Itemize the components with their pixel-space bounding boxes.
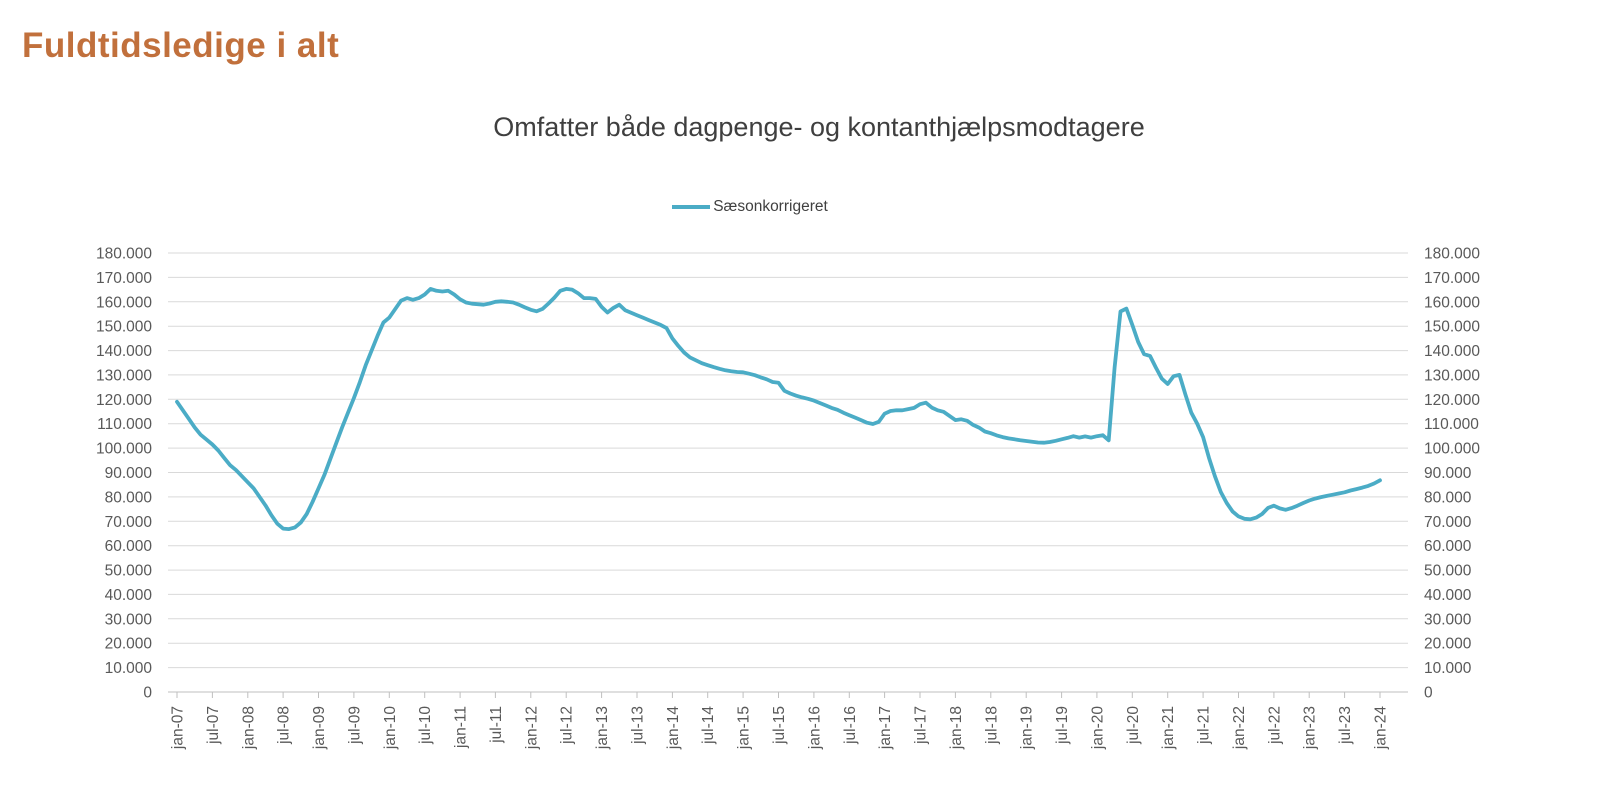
y-axis-label-left: 180.000 [96,246,152,263]
x-axis-label: jan-16 [806,706,823,750]
y-axis-label-right: 30.000 [1424,611,1472,628]
x-axis-label: jul-13 [630,706,647,745]
y-axis-label-right: 100.000 [1424,441,1480,458]
y-axis-label-left: 80.000 [105,489,153,506]
y-axis-label-right: 160.000 [1424,294,1480,311]
y-axis-label-right: 180.000 [1424,246,1480,263]
y-axis-label-left: 160.000 [96,294,152,311]
x-axis-label: jul-07 [205,706,222,745]
y-axis-label-left: 10.000 [105,660,153,677]
y-axis-label-right: 150.000 [1424,319,1480,336]
y-axis-label-left: 140.000 [96,343,152,360]
x-axis-label: jan-23 [1302,706,1319,750]
page-title: Fuldtidsledige i alt [22,26,340,65]
chart-subtitle: Omfatter både dagpenge- og kontanthjælps… [493,112,1145,142]
y-axis-label-right: 90.000 [1424,465,1472,482]
x-axis-label: jul-17 [913,706,930,745]
x-axis-label: jul-22 [1266,706,1283,745]
y-axis-label-left: 170.000 [96,270,152,287]
y-axis-label-right: 130.000 [1424,367,1480,384]
x-axis-label: jul-08 [276,706,293,745]
y-axis-label-left: 120.000 [96,392,152,409]
y-axis-label-left: 150.000 [96,319,152,336]
x-axis-label: jul-09 [346,706,363,745]
x-axis-label: jan-15 [736,706,753,750]
y-axis-label-left: 90.000 [105,465,153,482]
x-axis-label: jan-14 [665,706,682,750]
x-axis-label: jan-18 [948,706,965,750]
y-axis-label-right: 50.000 [1424,563,1472,580]
y-axis-label-right: 140.000 [1424,343,1480,360]
y-axis-label-left: 20.000 [105,636,153,653]
y-axis-label-left: 60.000 [105,538,153,555]
x-axis-label: jan-24 [1373,706,1390,750]
x-axis-label: jul-12 [559,706,576,745]
legend-line-swatch [672,205,711,209]
x-axis-label: jul-20 [1125,706,1142,745]
x-axis-label: jul-23 [1337,706,1354,745]
x-axis-label: jan-13 [594,706,611,750]
series-line-saesonkorrigeret [175,286,1382,531]
y-axis-label-left: 50.000 [105,563,153,580]
x-axis-label: jan-08 [240,706,257,750]
y-axis-label-right: 60.000 [1424,538,1472,555]
x-axis-label: jul-18 [983,706,1000,745]
legend-label: Sæsonkorrigeret [713,198,828,215]
y-axis-label-left: 40.000 [105,587,153,604]
y-axis-label-right: 10.000 [1424,660,1472,677]
x-axis-label: jan-22 [1231,706,1248,750]
x-axis-label: jan-20 [1089,706,1106,750]
x-axis-label: jan-19 [1019,706,1036,750]
y-axis-label-left: 110.000 [97,416,152,433]
x-axis-label: jan-12 [523,706,540,750]
y-axis-label-right: 120.000 [1424,392,1480,409]
y-axis-label-right: 20.000 [1424,636,1472,653]
x-axis-label: jul-15 [771,706,788,745]
y-axis-label-left: 130.000 [96,367,152,384]
x-axis-label: jul-19 [1054,706,1071,745]
y-axis-label-left: 70.000 [105,514,153,531]
x-axis-label: jan-07 [170,706,187,750]
x-axis-label: jul-11 [488,706,505,744]
x-axis-label: jul-16 [842,706,859,745]
x-axis-label: jan-09 [311,706,328,750]
y-axis-label-left: 100.000 [96,441,152,458]
y-axis-label-right: 70.000 [1424,514,1472,531]
x-axis-label: jan-10 [382,706,399,750]
x-axis-label: jan-11 [453,706,470,749]
x-axis-label: jul-10 [417,706,434,745]
x-axis-label: jul-14 [700,706,717,745]
x-axis-label: jul-21 [1196,706,1213,745]
y-axis-label-right: 110.000 [1424,416,1479,433]
y-axis-label-left: 0 [143,685,152,702]
y-axis-label-left: 30.000 [105,611,153,628]
x-axis-label: jan-17 [877,706,894,750]
x-axis-label: jan-21 [1160,706,1177,750]
y-axis-label-right: 0 [1424,685,1433,702]
legend: Sæsonkorrigeret [168,198,1332,216]
y-axis-label-right: 40.000 [1424,587,1472,604]
y-axis-label-right: 170.000 [1424,270,1480,287]
y-axis-label-right: 80.000 [1424,489,1472,506]
